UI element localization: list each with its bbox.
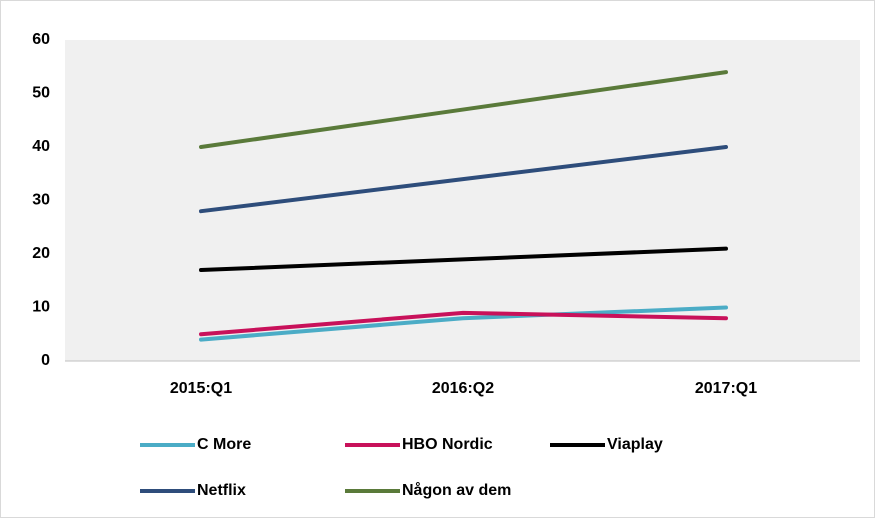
y-tick-label: 50 (32, 85, 50, 102)
series-line (199, 70, 728, 149)
series-line (199, 305, 728, 342)
y-tick-label: 40 (32, 138, 50, 155)
series-line (199, 310, 728, 337)
legend-label: C More (197, 436, 251, 453)
y-tick-label: 60 (32, 31, 50, 48)
legend-label: Viaplay (607, 436, 663, 453)
legend-label: Netflix (197, 482, 246, 499)
series-line (199, 145, 728, 214)
series-line (199, 246, 728, 273)
x-tick-label: 2016:Q2 (432, 380, 494, 397)
legend-label: HBO Nordic (402, 436, 493, 453)
y-tick-label: 20 (32, 245, 50, 262)
x-tick-label: 2015:Q1 (170, 380, 232, 397)
y-tick-label: 0 (41, 352, 50, 369)
y-tick-label: 30 (32, 192, 50, 209)
x-tick-label: 2017:Q1 (695, 380, 757, 397)
legend-label: Någon av dem (402, 481, 511, 499)
y-tick-label: 10 (32, 299, 50, 316)
